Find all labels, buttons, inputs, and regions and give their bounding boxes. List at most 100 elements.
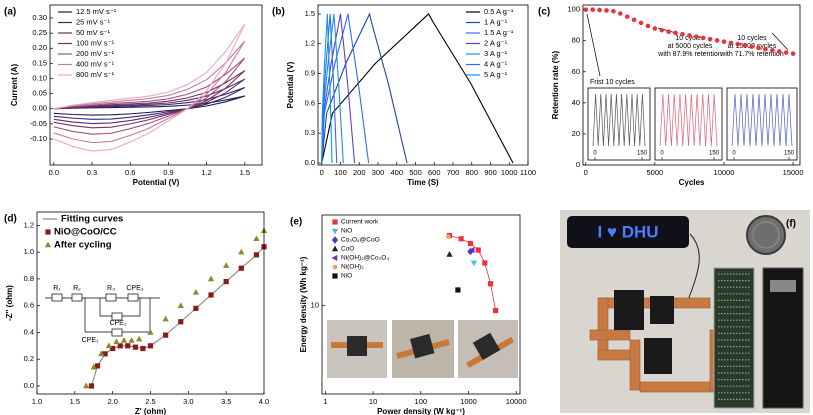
device-body	[472, 332, 501, 361]
data-point	[790, 51, 796, 56]
legend-label: 0.5 A g⁻¹	[484, 7, 514, 16]
series-line	[53, 78, 246, 125]
data-point	[178, 319, 184, 325]
data-point	[446, 251, 453, 257]
annotation: at 5000 cycles	[668, 43, 713, 50]
inset-curve	[731, 93, 793, 147]
circuit-label: CPE₂	[109, 320, 126, 327]
legend-label: 12.5 mV s⁻¹	[76, 7, 117, 16]
data-point	[583, 7, 589, 12]
circuit-element	[105, 293, 117, 302]
panel-label: (f)	[786, 219, 796, 230]
data-point	[728, 40, 734, 46]
y-tick-label: -0.05	[30, 119, 47, 128]
x-tick-label: 0	[584, 168, 588, 177]
panel-label: (d)	[4, 214, 17, 225]
data-point	[680, 31, 685, 37]
legend-label: Ni(OH)₂@Co₃O₄	[341, 255, 389, 262]
data-point	[208, 292, 214, 298]
data-point	[687, 33, 692, 38]
data-point	[597, 7, 602, 13]
legend-label: 3 A g⁻¹	[484, 49, 508, 58]
panel-label: (e)	[290, 217, 302, 228]
device-body	[409, 333, 435, 359]
data-point	[147, 343, 154, 349]
data-point	[88, 383, 95, 389]
data-point	[83, 382, 90, 389]
series-line	[53, 95, 245, 116]
legend-marker	[332, 264, 338, 270]
y-tick-label: 1.0	[24, 247, 34, 256]
y-axis-title: Current (A)	[10, 64, 19, 107]
wire	[687, 233, 700, 301]
legend-marker	[331, 236, 339, 244]
x-axis-title: Potential (V)	[133, 178, 180, 187]
copper-strip	[589, 329, 631, 341]
legend-marker	[45, 229, 51, 235]
legend-label: 800 mV s⁻¹	[76, 70, 115, 79]
x-axis-title: Z' (ohm)	[135, 407, 167, 415]
legend-label: 1 A g⁻¹	[484, 17, 508, 26]
data-point	[467, 240, 474, 247]
x-tick-label: 100	[415, 397, 428, 406]
legend-label: 5 A g⁻¹	[484, 70, 508, 79]
x-axis-title: Time (S)	[407, 178, 439, 187]
y-tick-label: 0.05	[32, 89, 47, 98]
copper-strip	[639, 381, 721, 393]
annotation: with 71.7% retention	[719, 51, 784, 58]
x-tick-label: 900	[484, 168, 497, 177]
data-point	[770, 48, 775, 53]
data-point	[468, 246, 475, 254]
series-line	[321, 12, 408, 164]
series-line	[321, 13, 333, 164]
legend-label: 2 A g⁻¹	[484, 38, 508, 47]
data-point	[140, 345, 146, 352]
legend-label: Co₃O₄@CoO	[341, 237, 380, 244]
plot-frame	[36, 211, 265, 395]
supercapacitor	[644, 338, 672, 374]
legend-marker	[331, 228, 339, 235]
y-tick-label: 10	[311, 301, 319, 310]
inset-curve	[592, 93, 646, 147]
x-tick-label: 2.0	[107, 397, 117, 406]
data-point	[223, 262, 230, 268]
inset-tick-label: 0	[732, 151, 736, 157]
annotation: 10 cycles	[737, 35, 767, 42]
y-axis-title: Potential (V)	[286, 61, 295, 108]
x-tick-label: 500	[409, 168, 422, 177]
data-point	[707, 36, 713, 42]
legend-label: 1.5 A g⁻¹	[484, 28, 514, 37]
y-tick-label: 0.20	[32, 43, 47, 52]
inset-frame	[726, 87, 798, 161]
inset-tick-label: 0	[660, 151, 664, 157]
legend-label: 200 mV s⁻¹	[76, 49, 115, 58]
y-tick-label: 1.2	[24, 220, 34, 229]
data-point	[721, 39, 727, 44]
data-point	[238, 265, 244, 271]
x-tick-label: 400	[390, 168, 403, 177]
x-tick-label: 0.6	[125, 168, 135, 177]
x-tick-label: 0	[320, 168, 324, 177]
inset-frame	[654, 87, 723, 161]
battery-contact	[770, 280, 796, 292]
x-tick-label: 1.0	[32, 397, 42, 406]
series-line	[321, 13, 356, 164]
data-point	[193, 305, 199, 311]
y-tick-label: 0.3	[305, 128, 315, 137]
y-tick-label: 0.0	[305, 158, 315, 167]
series-line	[53, 23, 246, 152]
supercapacitor	[650, 296, 674, 324]
series-line	[321, 13, 370, 164]
legend-label: NiO@CoO/CC	[54, 227, 117, 238]
data-point	[113, 338, 120, 345]
data-point	[604, 8, 609, 13]
panel-label: (a)	[4, 7, 16, 18]
x-tick-label: 10000	[714, 168, 735, 177]
data-point	[94, 363, 101, 369]
legend-label: Fitting curves	[61, 214, 123, 225]
data-point	[742, 43, 748, 48]
circuit-label: CPE₃	[126, 285, 143, 292]
data-point	[102, 351, 108, 357]
x-axis-title: Cycles	[679, 178, 705, 187]
